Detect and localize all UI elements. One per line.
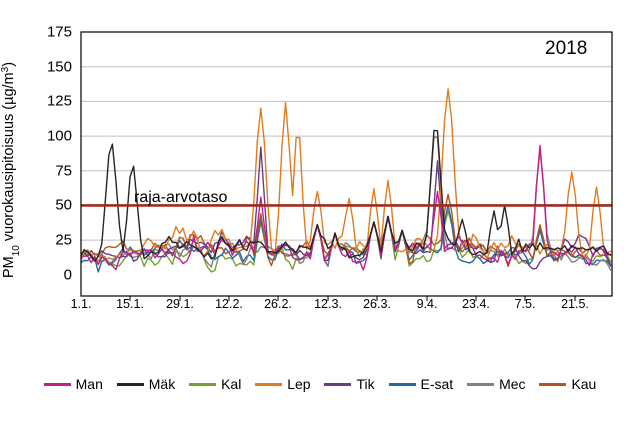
svg-text:PM10 vuorokausipitoisuus (µg/m: PM10 vuorokausipitoisuus (µg/m3): [0, 62, 22, 278]
